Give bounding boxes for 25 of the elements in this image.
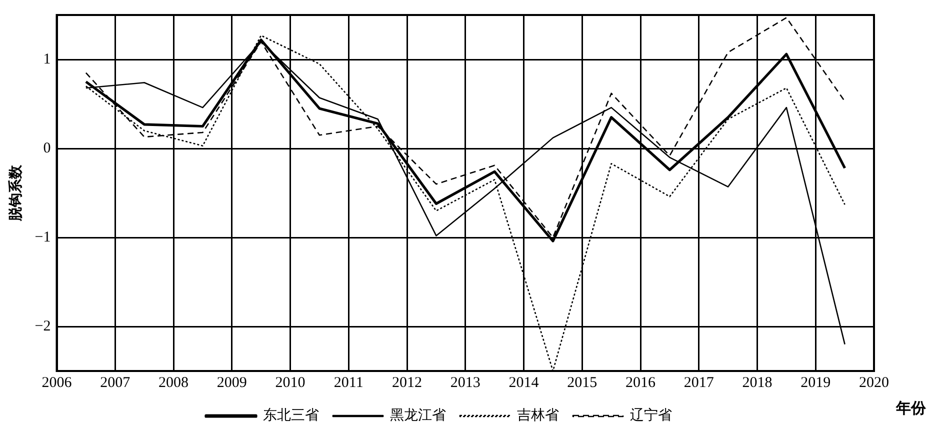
x-tick-label: 2020 (859, 374, 889, 391)
legend-label: 黑龙江省 (390, 408, 446, 424)
x-tick-label: 2008 (158, 374, 189, 391)
x-tick-label: 2016 (626, 374, 656, 391)
x-tick-label: 2009 (216, 374, 247, 391)
x-tick-label: 2013 (450, 374, 480, 391)
x-tick-label: 2019 (800, 374, 831, 391)
x-axis-title: 年份 (895, 398, 927, 417)
x-tick-label: 2015 (567, 374, 598, 391)
y-tick-label: 1 (43, 51, 51, 68)
x-tick-label: 2006 (42, 374, 72, 391)
legend-label: 吉林省 (517, 408, 559, 424)
y-axis-title: 脱钩系数 (8, 164, 24, 222)
x-tick-label: 2018 (742, 374, 772, 391)
legend-label: 东北三省 (263, 408, 319, 424)
x-tick-label: 2012 (392, 374, 422, 391)
x-tick-label: 2007 (100, 374, 131, 391)
y-tick-label: −1 (34, 229, 51, 246)
y-tick-label: −2 (34, 318, 51, 334)
x-tick-label: 2011 (334, 374, 364, 391)
y-tick-label: 0 (43, 140, 51, 156)
legend-label: 辽宁省 (630, 408, 672, 424)
x-tick-label: 2014 (508, 374, 540, 391)
x-tick-label: 2010 (275, 374, 306, 391)
x-tick-label: 2017 (684, 374, 714, 391)
